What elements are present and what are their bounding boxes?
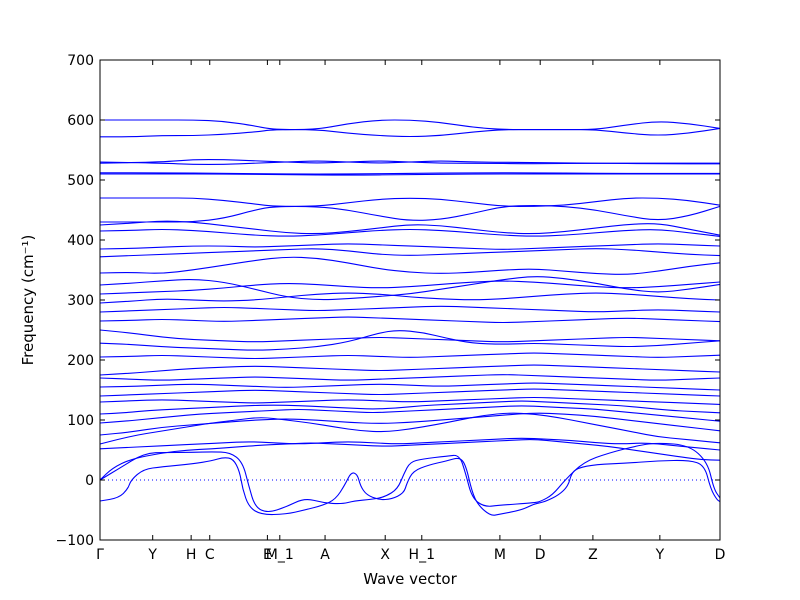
band-29 [100,173,720,176]
band-10 [99,388,721,397]
band-17 [99,316,721,324]
band-7 [99,405,721,424]
band-16 [99,329,721,343]
y-tick-label: 600 [67,113,94,129]
x-tick-label: Γ [96,547,104,563]
band-25 [99,228,721,237]
y-tick-label: 700 [67,53,94,69]
x-tick-label: H [186,547,197,563]
band-8 [99,400,721,415]
band-32 [99,160,720,165]
band-30 [99,172,720,175]
band-33 [100,127,721,138]
x-tick-label: H_1 [409,547,435,563]
x-tick-label: Y [655,547,665,563]
band-5 [99,412,721,445]
band-22 [99,256,721,275]
y-tick-label: 0 [85,473,94,489]
x-tick-label: D [715,547,726,563]
band-11 [99,382,721,391]
y-tick-label: 100 [67,413,94,429]
band-lines [99,119,721,516]
band-18 [99,305,721,313]
y-tick-label: −100 [56,533,94,549]
band-21 [99,276,721,301]
band-3 [99,439,721,481]
band-15 [99,330,721,351]
band-20 [99,280,721,295]
y-tick-label: 400 [67,233,94,249]
band-27 [100,204,721,223]
x-tick-label: M [494,547,506,563]
x-tick-label: X [380,547,390,563]
band-28 [99,197,721,207]
x-tick-label: C [205,547,215,563]
x-tick-label: Z [588,547,598,563]
band-13 [99,364,721,376]
x-axis-ticks: Γ Y H C EM_1 A X H_1 M D Z Y D [96,60,725,563]
band-23 [99,248,721,258]
x-tick-label: D [535,547,546,563]
band-9 [99,396,721,405]
band-14 [99,352,721,360]
x-tick-label: Y [147,547,157,563]
band-12 [99,374,721,381]
x-axis-title: Wave vector [363,570,457,588]
x-tick-label: M_1 [266,547,294,563]
band-6 [99,412,721,436]
y-axis-ticks: −100 0 100 200 300 400 500 600 700 [56,53,720,549]
x-tick-label: E [263,547,272,563]
y-tick-label: 500 [67,173,94,189]
band-4 [99,437,721,451]
y-tick-label: 200 [67,353,94,369]
x-tick-label: A [320,547,330,563]
y-tick-label: 300 [67,293,94,309]
y-axis-title: Frequency (cm⁻¹) [19,235,37,366]
band-2 [99,442,721,513]
band-24 [99,243,721,250]
band-34 [100,119,721,131]
